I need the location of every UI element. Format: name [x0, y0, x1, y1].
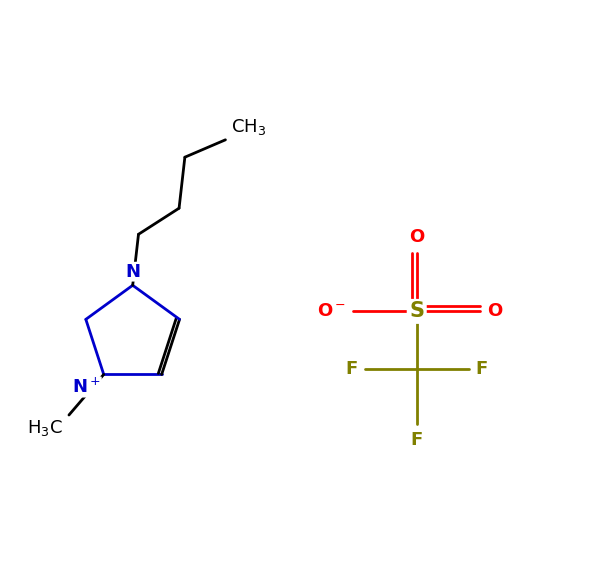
Text: O: O [409, 229, 424, 246]
Text: N$^+$: N$^+$ [72, 377, 101, 397]
Text: F: F [411, 432, 423, 449]
Text: F: F [476, 360, 488, 378]
Text: F: F [345, 360, 358, 378]
Text: O$^-$: O$^-$ [317, 302, 346, 320]
Text: CH$_3$: CH$_3$ [231, 117, 267, 137]
Text: S: S [409, 302, 424, 322]
Text: H$_3$C: H$_3$C [27, 418, 63, 438]
Text: O: O [487, 302, 503, 320]
Text: N: N [125, 263, 140, 280]
